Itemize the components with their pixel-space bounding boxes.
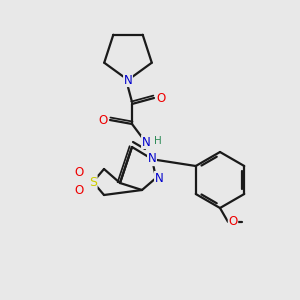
Text: O: O (98, 113, 108, 127)
Text: N: N (142, 136, 150, 148)
Text: O: O (74, 184, 84, 197)
Text: H: H (154, 136, 162, 146)
Text: N: N (148, 152, 156, 166)
Text: N: N (124, 74, 132, 86)
Text: N: N (154, 172, 164, 184)
Text: N: N (148, 152, 156, 166)
Text: O: O (228, 215, 238, 228)
Text: O: O (74, 167, 84, 179)
Text: S: S (89, 176, 97, 188)
Text: O: O (156, 92, 166, 104)
